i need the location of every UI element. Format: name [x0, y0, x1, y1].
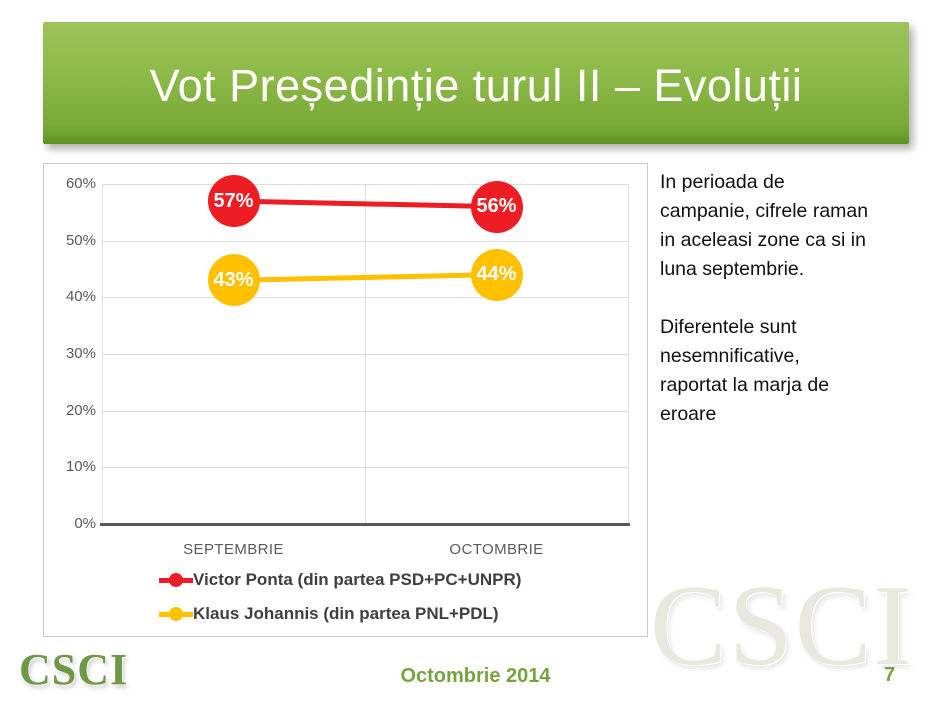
legend-dot-icon: [169, 573, 183, 587]
series-lines: [233, 198, 497, 283]
y-tick-label: 20%: [65, 401, 96, 419]
y-tick-label: 10%: [65, 458, 96, 476]
data-point-marker: 44%: [470, 248, 523, 301]
x-category-label: OCTOMBRIE: [449, 541, 544, 558]
commentary: In perioada de campanie, cifrele raman i…: [660, 168, 915, 458]
data-point-marker: 56%: [470, 180, 523, 233]
line-chart: 0% 10% 20% 30% 40% 50% 60% 57% 56% 43% 44% SEPTEMBR…: [43, 163, 648, 637]
series-line: [233, 198, 497, 210]
y-tick-label: 40%: [65, 288, 96, 306]
legend-item: Victor Ponta (din partea PSD+PC+UNPR): [159, 567, 521, 593]
title-banner: Vot Președinție turul II – Evoluții: [43, 22, 909, 144]
csci-logo: CSCI: [19, 645, 129, 694]
vertical-gridline: [365, 184, 366, 524]
y-tick-label: 0%: [74, 515, 96, 532]
y-tick-label: 60%: [65, 175, 96, 192]
legend-marker-icon: [159, 573, 193, 587]
commentary-paragraph-1: In perioada de campanie, cifrele raman i…: [660, 171, 869, 280]
legend-dot-icon: [169, 607, 183, 621]
series-line: [233, 272, 497, 283]
chart-legend: Victor Ponta (din partea PSD+PC+UNPR) Kla…: [159, 567, 521, 635]
y-tick-label: 30%: [65, 345, 96, 362]
page-number: 7: [884, 664, 896, 686]
vertical-gridline: [628, 184, 629, 524]
data-point-marker: 43%: [207, 254, 260, 307]
vertical-gridline: [102, 184, 103, 524]
footer-date: Octombrie 2014: [400, 665, 551, 687]
x-axis-line: [100, 523, 630, 526]
commentary-paragraph-2: Diferentele sunt nesemnificative, raport…: [660, 316, 830, 425]
y-tick-label: 50%: [65, 231, 96, 249]
legend-marker-icon: [159, 607, 193, 621]
legend-label: Victor Ponta (din partea PSD+PC+UNPR): [193, 570, 522, 589]
data-point-marker: 57%: [207, 175, 260, 227]
slide-title: Vot Președinție turul II – Evoluții: [149, 60, 803, 111]
legend-item: Klaus Johannis (din partea PNL+PDL): [159, 601, 521, 627]
x-category-label: SEPTEMBRIE: [183, 541, 284, 558]
legend-label: Klaus Johannis (din partea PNL+PDL): [193, 604, 499, 623]
csci-watermark: CSCI: [650, 562, 914, 689]
